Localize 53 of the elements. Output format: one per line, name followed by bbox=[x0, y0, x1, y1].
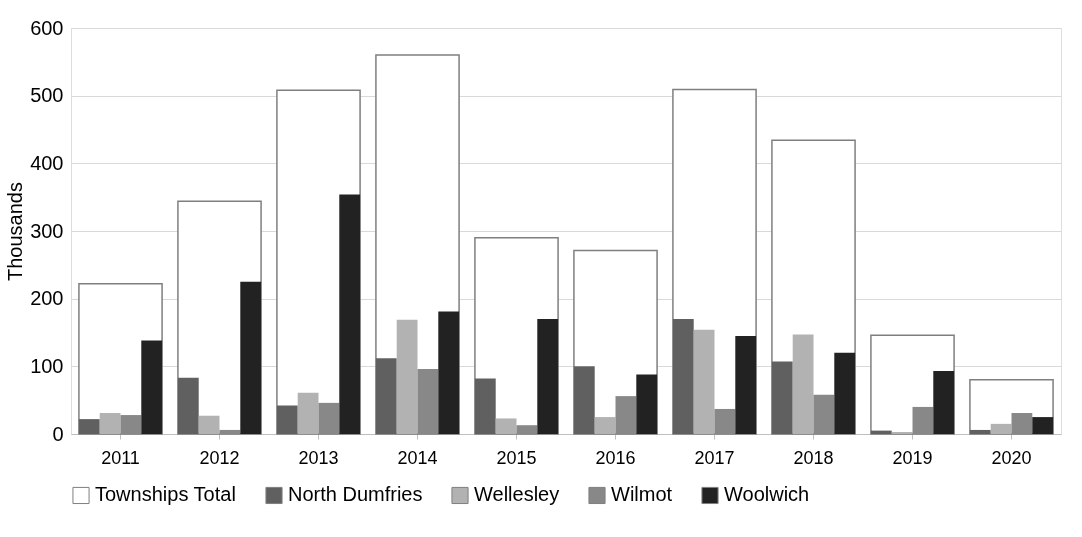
bar bbox=[573, 366, 595, 434]
y-tick-label: 600 bbox=[30, 16, 64, 39]
y-tick-label: 400 bbox=[30, 151, 64, 174]
x-tick-label: 2012 bbox=[199, 447, 240, 468]
bar bbox=[969, 429, 991, 434]
bar bbox=[990, 423, 1012, 434]
bar bbox=[537, 318, 559, 434]
bar bbox=[636, 374, 658, 434]
x-tick-label: 2013 bbox=[298, 447, 339, 468]
bar bbox=[339, 194, 361, 434]
bar bbox=[495, 418, 517, 434]
bar bbox=[672, 318, 694, 434]
legend-label: Wilmot bbox=[611, 483, 673, 506]
bar bbox=[870, 430, 892, 434]
legend-label: Wellesley bbox=[474, 483, 560, 506]
bar bbox=[99, 413, 121, 434]
bar bbox=[834, 352, 856, 434]
bar bbox=[693, 329, 715, 434]
y-tick-label: 200 bbox=[30, 287, 64, 310]
x-tick-label: 2019 bbox=[892, 447, 933, 468]
legend-label: North Dumfries bbox=[288, 483, 423, 506]
bar bbox=[474, 378, 496, 434]
bar bbox=[891, 431, 913, 434]
bar bbox=[297, 392, 319, 434]
bar bbox=[735, 335, 757, 434]
x-tick-label: 2015 bbox=[496, 447, 537, 468]
bar bbox=[240, 281, 262, 434]
bar bbox=[933, 371, 955, 434]
bar bbox=[438, 311, 460, 434]
legend-label: Townships Total bbox=[95, 483, 236, 506]
x-tick-label: 2011 bbox=[101, 447, 140, 468]
x-tick-label: 2018 bbox=[793, 447, 834, 468]
y-tick-label: 500 bbox=[30, 84, 64, 107]
bar bbox=[771, 361, 793, 434]
y-tick-label: 100 bbox=[30, 354, 64, 377]
x-tick-label: 2014 bbox=[397, 447, 438, 468]
legend-label: Woolwich bbox=[724, 483, 810, 506]
x-tick-label: 2017 bbox=[694, 447, 735, 468]
y-tick-label: 300 bbox=[30, 219, 64, 242]
bar bbox=[78, 419, 100, 434]
bar bbox=[792, 334, 814, 434]
bar bbox=[396, 319, 418, 434]
bar bbox=[198, 415, 220, 434]
bar bbox=[375, 358, 397, 434]
bar bbox=[594, 417, 616, 434]
x-tick-label: 2020 bbox=[991, 447, 1032, 468]
bar bbox=[276, 405, 298, 434]
x-tick-label: 2016 bbox=[595, 447, 636, 468]
bar bbox=[1032, 417, 1054, 434]
y-axis-title: Thousands bbox=[4, 182, 27, 281]
bar bbox=[177, 377, 199, 434]
bar bbox=[141, 340, 163, 434]
y-tick-label: 0 bbox=[52, 422, 64, 445]
